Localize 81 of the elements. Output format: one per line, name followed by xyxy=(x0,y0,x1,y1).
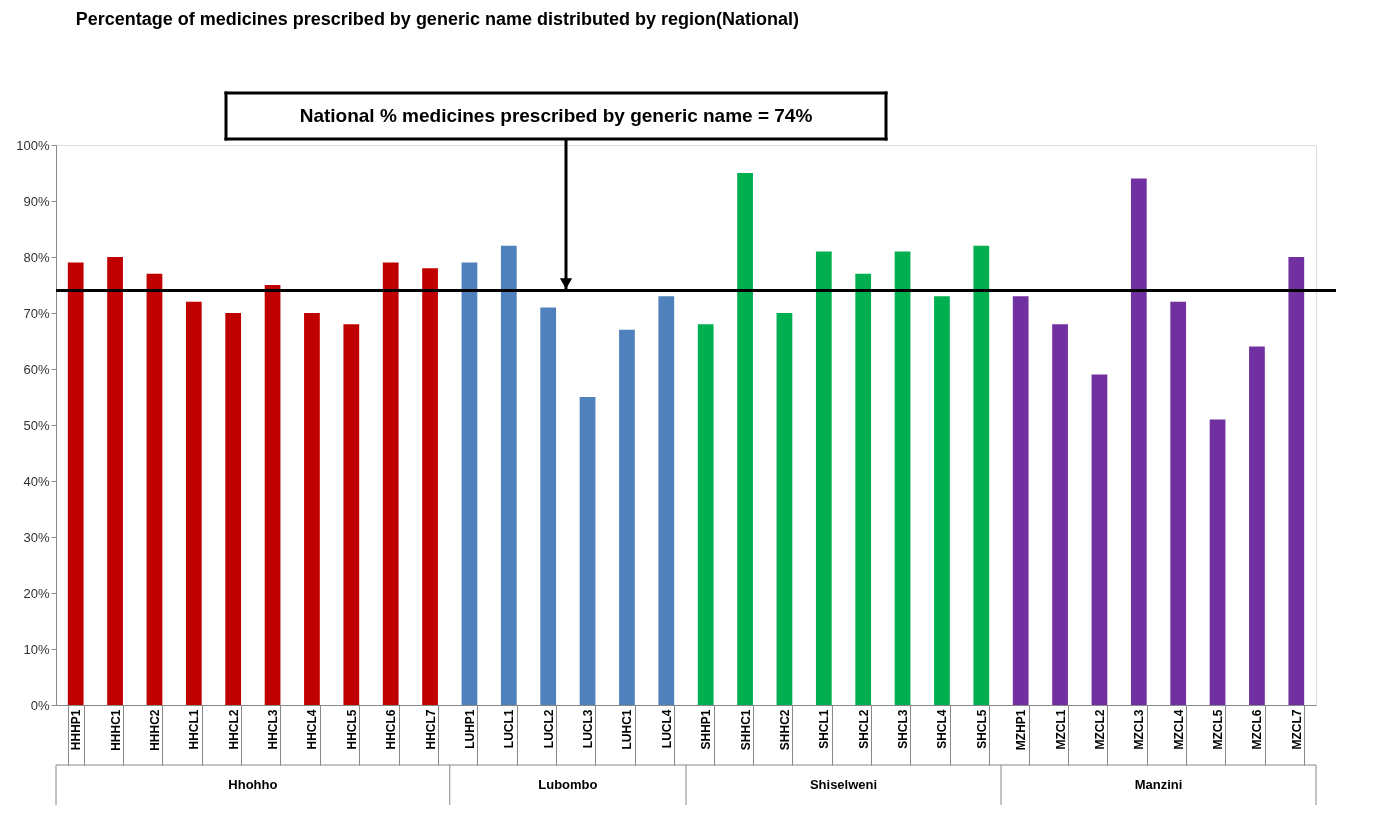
ref-line-label: National % medicines prescribed by generic name = 74% xyxy=(299,105,813,126)
bar xyxy=(1012,296,1029,705)
x-tick-label: LUCL1 xyxy=(502,709,517,749)
text: Shiselweni xyxy=(809,777,878,792)
bar xyxy=(619,329,635,705)
bar xyxy=(422,268,438,705)
y-tick-label: 100% xyxy=(16,137,50,153)
x-tick-label: MZCL4 xyxy=(1171,709,1186,750)
bar xyxy=(1170,301,1187,705)
text: Hhohho xyxy=(228,777,278,792)
bar xyxy=(1130,178,1147,705)
bar xyxy=(697,324,714,705)
x-tick-label: MZCL7 xyxy=(1289,709,1304,750)
x-tick-label: SHCL4 xyxy=(935,709,950,749)
bar xyxy=(658,296,675,705)
x-tick-label: MZHP1 xyxy=(1014,709,1029,751)
x-tick-label: LUCL2 xyxy=(541,709,556,749)
y-tick-label: 30% xyxy=(23,529,50,545)
bar xyxy=(1288,257,1305,705)
bar xyxy=(225,313,242,705)
y-tick-label: 70% xyxy=(23,305,50,321)
y-tick-label: 10% xyxy=(23,641,50,657)
x-tick-label: SHCL3 xyxy=(896,709,911,749)
x-tick-label: MZCL5 xyxy=(1211,709,1226,750)
x-tick-label: LUHC1 xyxy=(620,709,635,750)
bar xyxy=(304,313,320,705)
x-tick-label: LUCL3 xyxy=(581,709,596,749)
x-tick-label: SHHC1 xyxy=(738,709,753,751)
x-tick-label: HHHC2 xyxy=(147,709,162,751)
bar xyxy=(894,251,911,705)
y-tick-label: 0% xyxy=(30,697,50,713)
bar xyxy=(815,251,832,705)
text: Lubombo xyxy=(538,777,598,792)
bar xyxy=(776,313,793,705)
bar xyxy=(146,273,163,705)
x-tick-label: HHHC1 xyxy=(108,709,123,751)
x-tick-label: SHCL5 xyxy=(974,709,989,749)
bar xyxy=(934,296,950,705)
x-tick-label: SHCL1 xyxy=(817,709,832,749)
x-tick-label: HHCL6 xyxy=(384,709,399,750)
x-tick-label: SHHC2 xyxy=(777,709,792,751)
x-tick-label: HHCL3 xyxy=(266,709,281,750)
bar xyxy=(1091,374,1108,705)
y-tick-label: 50% xyxy=(23,417,50,433)
x-tick-label: SHCL2 xyxy=(856,709,871,749)
x-tick-label: HHHP1 xyxy=(69,709,84,751)
bar xyxy=(343,324,360,705)
bar xyxy=(737,173,753,705)
y-tick-label: 40% xyxy=(23,473,50,489)
bar xyxy=(973,245,990,705)
y-tick-label: 20% xyxy=(23,585,50,601)
x-tick-label: MZCL2 xyxy=(1092,709,1107,750)
bar xyxy=(500,245,517,705)
x-tick-label: HHCL4 xyxy=(305,709,320,750)
y-tick-label: 60% xyxy=(23,361,50,377)
bar xyxy=(461,262,478,705)
bar xyxy=(1209,419,1226,705)
x-tick-label: MZCL3 xyxy=(1132,709,1147,750)
bar xyxy=(1052,324,1068,705)
y-tick-label: 80% xyxy=(23,249,50,265)
bar xyxy=(185,301,202,705)
y-tick-label: 90% xyxy=(23,193,50,209)
x-tick-label: SHHP1 xyxy=(699,709,714,750)
bar xyxy=(107,257,123,705)
bar xyxy=(540,307,557,705)
bar xyxy=(855,273,872,705)
x-tick-label: HHCL7 xyxy=(423,709,438,750)
x-tick-label: HHCL1 xyxy=(187,709,202,750)
bar xyxy=(382,262,399,705)
x-tick-label: HHCL5 xyxy=(344,709,359,750)
bar xyxy=(579,397,596,705)
bar xyxy=(67,262,84,705)
chart-title: Percentage of medicines prescribed by generic name distributed by region(National) xyxy=(75,8,799,29)
x-tick-label: LUCL4 xyxy=(659,709,674,749)
x-tick-label: LUHP1 xyxy=(462,709,477,749)
bar xyxy=(264,285,281,705)
text: Manzini xyxy=(1134,777,1183,792)
bar xyxy=(1249,346,1265,705)
x-tick-label: MZCL6 xyxy=(1250,709,1265,750)
x-tick-label: MZCL1 xyxy=(1053,709,1068,750)
x-tick-label: HHCL2 xyxy=(226,709,241,750)
